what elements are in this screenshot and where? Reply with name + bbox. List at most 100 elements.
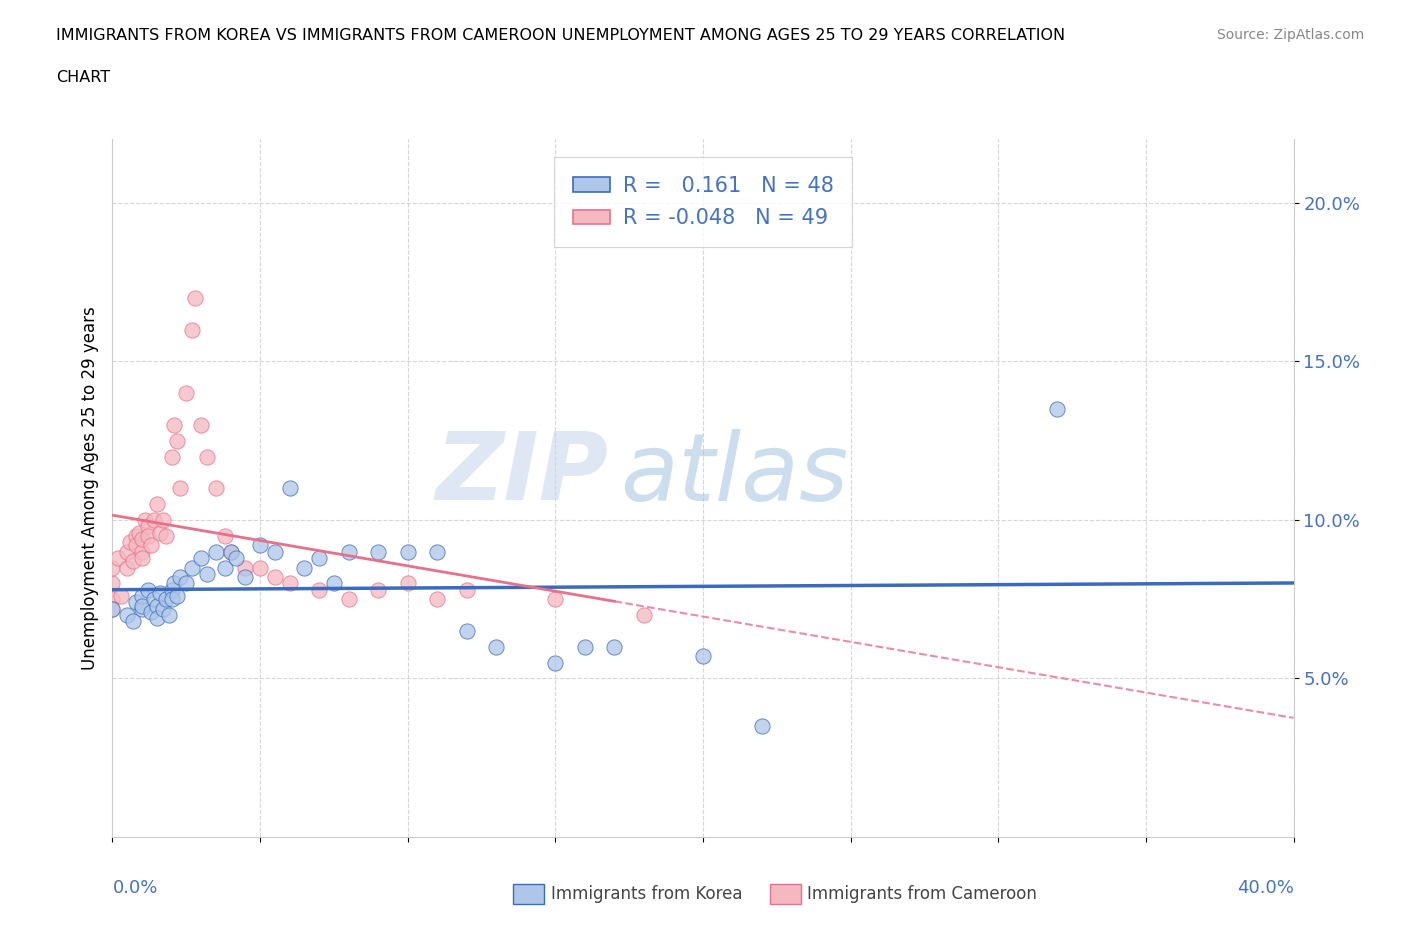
- Point: [337, 544, 360, 559]
- Point: [136, 519, 159, 534]
- Point: [136, 582, 159, 597]
- Point: [163, 576, 186, 591]
- Text: IMMIGRANTS FROM KOREA VS IMMIGRANTS FROM CAMEROON UNEMPLOYMENT AMONG AGES 25 TO : IMMIGRANTS FROM KOREA VS IMMIGRANTS FROM…: [56, 28, 1066, 43]
- Point: [149, 586, 172, 601]
- Legend: R =   0.161   N = 48, R = -0.048   N = 49: R = 0.161 N = 48, R = -0.048 N = 49: [554, 157, 852, 246]
- Point: [131, 551, 153, 565]
- Point: [214, 560, 236, 575]
- Text: Immigrants from Cameroon: Immigrants from Cameroon: [807, 884, 1036, 903]
- Point: [146, 611, 169, 626]
- Point: [264, 544, 287, 559]
- Point: [181, 323, 204, 338]
- Point: [574, 639, 596, 654]
- Point: [205, 481, 228, 496]
- Point: [146, 598, 169, 613]
- Point: [131, 602, 153, 617]
- Point: [219, 544, 242, 559]
- Point: [142, 591, 165, 606]
- Point: [152, 512, 174, 527]
- Point: [278, 481, 301, 496]
- Point: [219, 544, 242, 559]
- Point: [249, 538, 271, 552]
- Point: [166, 433, 188, 448]
- Point: [174, 386, 197, 401]
- Point: [117, 607, 138, 622]
- Point: [149, 525, 172, 540]
- Point: [456, 582, 478, 597]
- Point: [190, 418, 212, 432]
- Text: 0.0%: 0.0%: [112, 879, 157, 897]
- Point: [166, 589, 188, 604]
- Text: ZIP: ZIP: [436, 429, 609, 520]
- Text: Source: ZipAtlas.com: Source: ZipAtlas.com: [1216, 28, 1364, 42]
- Point: [122, 614, 145, 629]
- Point: [181, 560, 204, 575]
- Point: [146, 497, 169, 512]
- Point: [174, 576, 197, 591]
- Point: [396, 576, 419, 591]
- Point: [337, 591, 360, 606]
- Point: [544, 591, 567, 606]
- Point: [323, 576, 346, 591]
- Point: [233, 569, 256, 584]
- Point: [367, 544, 389, 559]
- Point: [142, 512, 165, 527]
- Y-axis label: Unemployment Among Ages 25 to 29 years: Unemployment Among Ages 25 to 29 years: [80, 306, 98, 671]
- Point: [134, 512, 156, 527]
- Text: CHART: CHART: [56, 70, 110, 85]
- Point: [131, 544, 153, 559]
- Point: [120, 535, 142, 550]
- Point: [169, 481, 191, 496]
- Point: [195, 449, 218, 464]
- Point: [214, 528, 236, 543]
- Point: [190, 551, 212, 565]
- Point: [117, 560, 138, 575]
- Point: [131, 589, 153, 604]
- Point: [426, 544, 449, 559]
- Point: [125, 528, 148, 543]
- Point: [292, 560, 315, 575]
- Point: [367, 582, 389, 597]
- Point: [603, 639, 626, 654]
- Point: [426, 591, 449, 606]
- Point: [136, 528, 159, 543]
- Point: [396, 544, 419, 559]
- Point: [163, 418, 186, 432]
- Point: [101, 591, 124, 606]
- Text: Immigrants from Korea: Immigrants from Korea: [551, 884, 742, 903]
- Point: [225, 551, 247, 565]
- Point: [125, 595, 148, 610]
- Point: [633, 607, 655, 622]
- Point: [544, 655, 567, 670]
- Point: [249, 560, 271, 575]
- Point: [101, 602, 124, 617]
- Point: [122, 553, 145, 568]
- Point: [139, 538, 162, 552]
- Point: [101, 602, 124, 617]
- Point: [308, 582, 330, 597]
- Point: [485, 639, 508, 654]
- Point: [152, 602, 174, 617]
- Point: [131, 532, 153, 547]
- Point: [278, 576, 301, 591]
- Point: [264, 569, 287, 584]
- Point: [184, 290, 207, 305]
- Point: [107, 551, 129, 565]
- Point: [110, 589, 132, 604]
- Point: [101, 576, 124, 591]
- Point: [101, 560, 124, 575]
- Point: [139, 604, 162, 619]
- Point: [195, 566, 218, 581]
- Text: 40.0%: 40.0%: [1237, 879, 1294, 897]
- Point: [160, 591, 183, 606]
- Point: [169, 569, 191, 584]
- Point: [128, 525, 150, 540]
- Point: [233, 560, 256, 575]
- Point: [155, 528, 177, 543]
- Text: atlas: atlas: [620, 429, 849, 520]
- Point: [160, 582, 183, 597]
- Point: [692, 649, 714, 664]
- Point: [308, 551, 330, 565]
- Point: [160, 449, 183, 464]
- Point: [751, 719, 773, 734]
